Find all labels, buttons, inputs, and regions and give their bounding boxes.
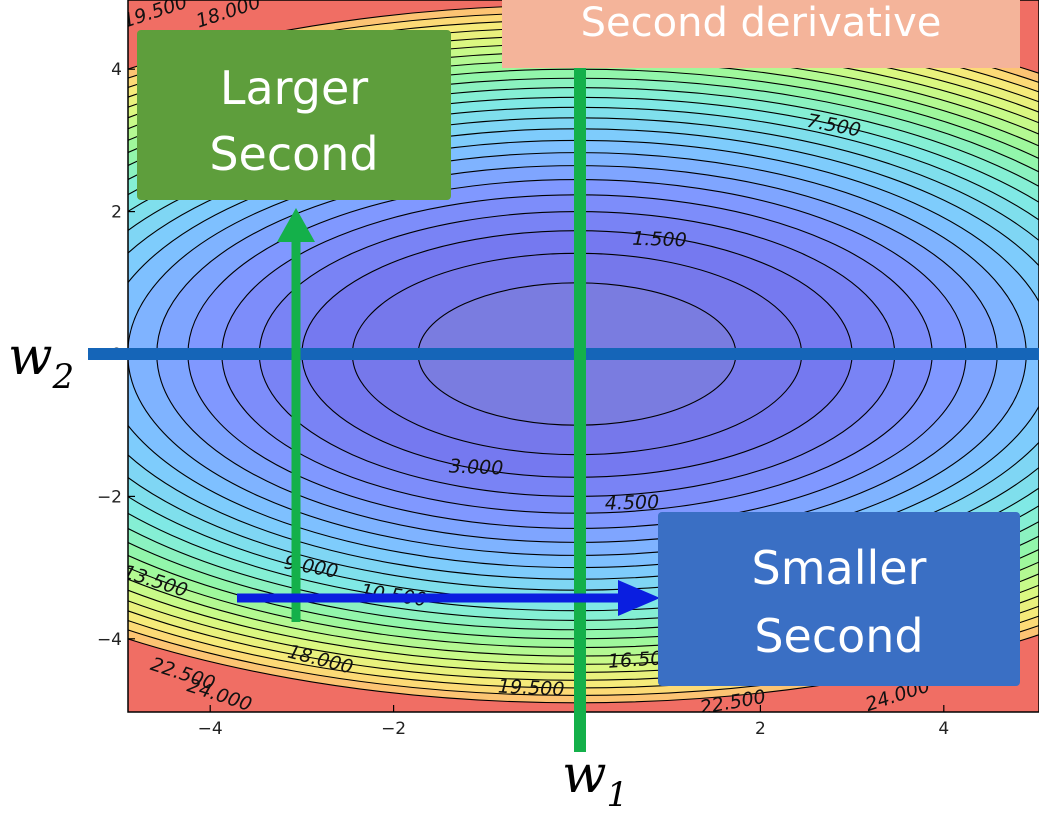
x-axis-ticks: −4 −2 2 4 [198, 705, 949, 739]
svg-text:4.500: 4.500 [605, 491, 660, 514]
smaller-second-label: Smaller [752, 541, 927, 595]
contour-label: 19.500 [497, 676, 564, 701]
svg-text:3.000: 3.000 [449, 455, 504, 479]
contour-label: 4.500 [605, 491, 660, 514]
y-tick-label: 2 [111, 203, 122, 223]
y-tick-label: 4 [111, 60, 122, 80]
w1-axis-label: w1 [562, 745, 628, 815]
x-tick-label: 2 [755, 719, 766, 739]
second-derivative-label: Second derivative [581, 0, 942, 46]
larger-second-box: Larger Second [137, 30, 451, 200]
vertical-arrow [277, 208, 315, 622]
x-tick-label: −4 [198, 719, 223, 739]
contour-label: 1.500 [632, 228, 687, 252]
w2-axis-label: w2 [8, 327, 74, 397]
annotation-overlay: Second derivative Larger Second Smaller Seco… [8, 0, 1039, 815]
contour-label: 3.000 [449, 455, 504, 479]
horizontal-arrow [237, 580, 660, 616]
svg-text:19.500: 19.500 [497, 676, 564, 701]
second-derivative-box: Second derivative [502, 0, 1020, 68]
x-tick-label: 4 [938, 719, 949, 739]
smaller-second-label: Second [754, 609, 923, 663]
larger-second-label: Second [209, 127, 378, 181]
smaller-second-box: Smaller Second [658, 512, 1020, 686]
y-tick-label: −2 [97, 487, 122, 507]
larger-second-label: Larger [220, 61, 368, 115]
y-tick-label: −4 [97, 630, 122, 650]
svg-text:1.500: 1.500 [632, 228, 687, 252]
x-tick-label: −2 [381, 719, 406, 739]
